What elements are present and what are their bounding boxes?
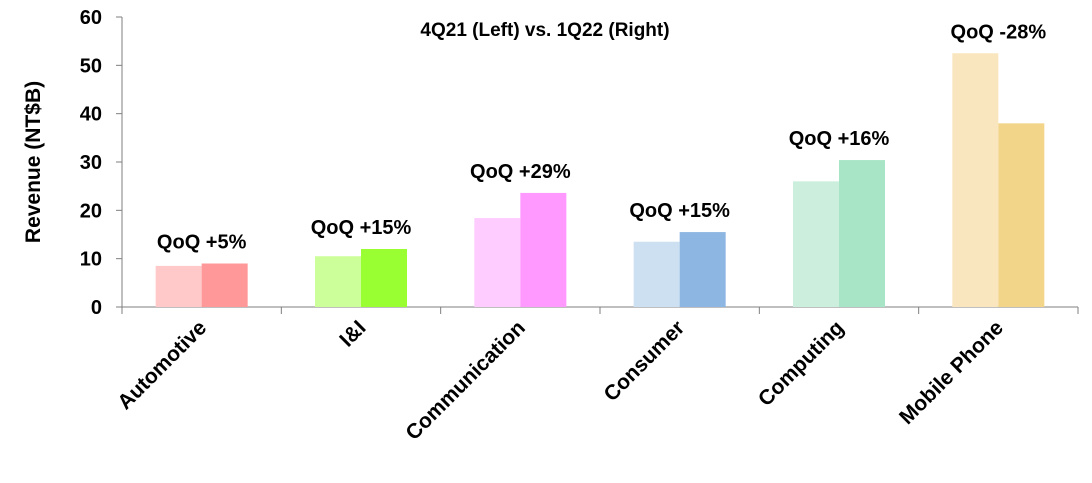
- y-tick-label: 40: [80, 104, 102, 126]
- y-tick-label: 20: [80, 200, 102, 222]
- x-category-label: Consumer: [599, 316, 689, 406]
- bar-4q21: [474, 218, 521, 307]
- y-tick-label: 0: [91, 297, 102, 319]
- bar-4q21: [952, 53, 999, 307]
- bar-1q22: [361, 249, 407, 307]
- x-category-label: I&I: [335, 316, 370, 351]
- bar-4q21: [793, 181, 839, 307]
- x-category-label: Computing: [754, 316, 849, 411]
- x-category-label: Automotive: [113, 316, 211, 414]
- y-axis-label: Revenue (NT$B): [22, 81, 45, 243]
- x-category-label: Communication: [401, 316, 529, 444]
- y-tick-label: 10: [80, 249, 102, 271]
- qoq-annotation: QoQ +15%: [311, 217, 412, 239]
- qoq-annotation: QoQ +16%: [789, 128, 890, 150]
- bar-1q22: [201, 263, 248, 307]
- qoq-annotation: QoQ +15%: [629, 200, 730, 222]
- bar-1q22: [520, 192, 567, 307]
- qoq-annotation: QoQ +29%: [470, 161, 571, 183]
- bar-4q21: [155, 265, 202, 307]
- bar-4q21: [633, 241, 680, 307]
- chart-marks: 0 10 20 30 40 50 60 QoQ +5% Automotive QoQ +15% I&…: [80, 7, 1079, 445]
- y-tick-label: 60: [80, 7, 102, 29]
- bar-1q22: [839, 160, 885, 307]
- bar-1q22: [998, 123, 1045, 307]
- x-category-label: Mobile Phone: [895, 316, 1008, 429]
- qoq-annotation: QoQ +5%: [157, 232, 247, 254]
- bar-4q21: [315, 256, 361, 307]
- y-tick-label: 50: [80, 55, 102, 77]
- qoq-annotation: QoQ -28%: [951, 21, 1047, 43]
- y-tick-label: 30: [80, 152, 102, 174]
- bar-1q22: [679, 232, 726, 307]
- chart-title: 4Q21 (Left) vs. 1Q22 (Right): [420, 20, 669, 41]
